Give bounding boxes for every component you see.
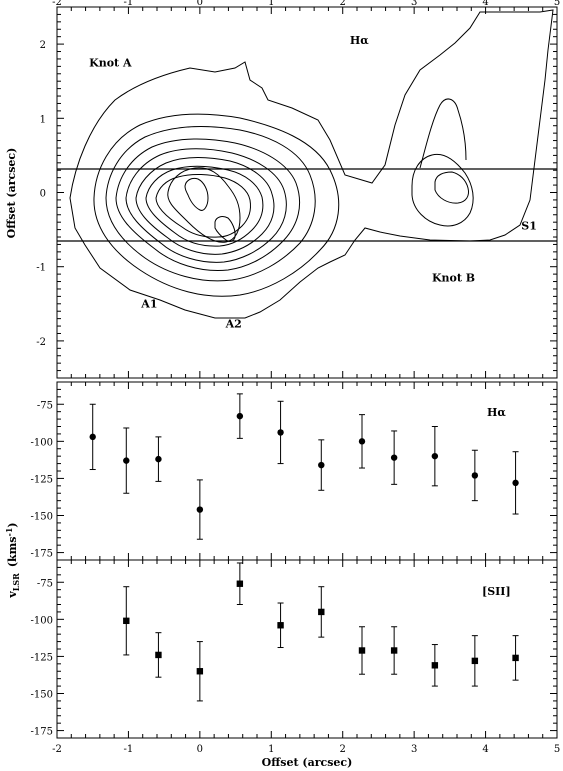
contour-ylabel: Offset (arcsec) — [5, 148, 18, 239]
contour-annotations: Hα Knot A Knot B A1 A2 S1 — [89, 34, 537, 330]
data-point-square — [155, 651, 162, 659]
data-point-square — [277, 622, 284, 629]
x-tick-label-top: 0 — [197, 0, 203, 8]
sii-series — [123, 562, 519, 702]
y-tick-label: -1 — [36, 263, 46, 274]
contour-outer — [69, 9, 554, 319]
x-tick-label-bottom: -2 — [52, 744, 62, 755]
velocity-ylabel-sup: -1 — [4, 528, 14, 537]
contour-lines — [69, 9, 554, 319]
data-point-circle — [236, 412, 244, 420]
contour-annotation: A1 — [140, 298, 157, 311]
contour-b-1 — [411, 153, 474, 227]
velocity-ylabel-unit: (kms — [6, 536, 19, 567]
data-point-square — [196, 668, 204, 675]
y-tick-label: -150 — [31, 512, 53, 523]
y-tick-label: -125 — [31, 652, 53, 663]
x-tick-label-top: -2 — [52, 0, 62, 8]
data-point-circle — [512, 479, 519, 487]
x-tick-label-top: 1 — [268, 0, 274, 8]
velocity-ylabel-close: ) — [6, 522, 19, 527]
x-tick-label-bottom: 4 — [482, 744, 488, 755]
data-point-circle — [196, 506, 204, 513]
y-tick-label: -75 — [37, 400, 53, 411]
contour-a-8 — [167, 167, 241, 243]
halpha-panel-frame — [56, 381, 558, 561]
velocity-ylabel-sub: LSR — [11, 573, 21, 591]
contour-b-ridge — [419, 98, 467, 169]
contour-annotation: A2 — [225, 318, 242, 331]
y-tick-label: 0 — [40, 189, 46, 200]
data-point-circle — [89, 433, 96, 441]
data-point-square — [431, 662, 439, 669]
x-tick-label-bottom: 5 — [554, 744, 560, 755]
contour-a-7 — [155, 174, 251, 238]
data-point-square — [358, 647, 366, 654]
x-tick-label-top: 2 — [340, 0, 346, 8]
contour-b-2 — [434, 171, 469, 204]
velocity-ylabel: vLSR (kms-1) — [4, 522, 21, 598]
x-tick-label-bottom: 1 — [268, 744, 274, 755]
x-tick-label-bottom: 2 — [340, 744, 346, 755]
y-tick-label: -2 — [36, 337, 46, 348]
contour-peak-2 — [214, 216, 236, 242]
y-tick-label: 1 — [40, 114, 46, 125]
contour-annotation: Hα — [350, 34, 369, 47]
contour-a-1 — [93, 113, 340, 297]
tick-marks — [56, 6, 558, 739]
y-tick-label: -100 — [31, 437, 53, 448]
x-tick-label-bottom: 0 — [197, 744, 203, 755]
data-point-square — [236, 580, 244, 587]
data-point-circle — [123, 457, 130, 464]
x-tick-label-top: 5 — [554, 0, 560, 8]
y-tick-label: -75 — [37, 578, 53, 589]
contour-a-3 — [115, 138, 301, 272]
contour-peak-1 — [184, 177, 209, 211]
data-point-circle — [431, 452, 439, 460]
data-point-square — [471, 657, 479, 665]
tick-labels: -2 -1 0 1 2 3 4 5 -2 -1 0 1 2 3 4 5 2 1 0 -1 -2 -75 -100 -125 -1… — [31, 0, 561, 755]
velocity-ylabel-main: v — [6, 591, 19, 599]
contour-annotation: S1 — [521, 220, 537, 233]
data-point-circle — [390, 454, 398, 461]
data-point-square — [390, 647, 398, 654]
contour-a-2 — [105, 126, 316, 282]
x-tick-label-top: 4 — [482, 0, 488, 8]
data-point-circle — [318, 461, 325, 469]
y-tick-label: -175 — [31, 727, 53, 738]
data-point-circle — [358, 438, 366, 445]
slit-lines — [57, 168, 557, 242]
data-point-square — [123, 617, 130, 625]
x-tick-label-bottom: -1 — [124, 744, 134, 755]
data-point-circle — [277, 429, 284, 436]
contour-annotation: Knot B — [432, 272, 475, 285]
data-point-circle — [471, 472, 479, 479]
sii-series-label: [SII] — [482, 585, 511, 598]
y-tick-label: -175 — [31, 549, 53, 560]
contour-a-4 — [125, 148, 287, 263]
contour-panel-frame — [56, 6, 558, 379]
y-tick-label: -100 — [31, 615, 53, 626]
y-tick-label: -125 — [31, 474, 53, 485]
x-tick-label-top: 3 — [411, 0, 417, 8]
x-tick-label-top: -1 — [124, 0, 134, 8]
data-point-square — [318, 608, 325, 616]
x-tick-label-bottom: 3 — [411, 744, 417, 755]
y-tick-label: 2 — [40, 40, 46, 51]
halpha-series — [89, 393, 519, 540]
y-tick-label: -150 — [31, 690, 53, 701]
xlabel: Offset (arcsec) — [262, 756, 353, 769]
data-point-circle — [155, 455, 162, 463]
data-point-square — [512, 654, 519, 662]
contour-annotation: Knot A — [89, 56, 132, 69]
halpha-series-label: Hα — [487, 406, 506, 419]
